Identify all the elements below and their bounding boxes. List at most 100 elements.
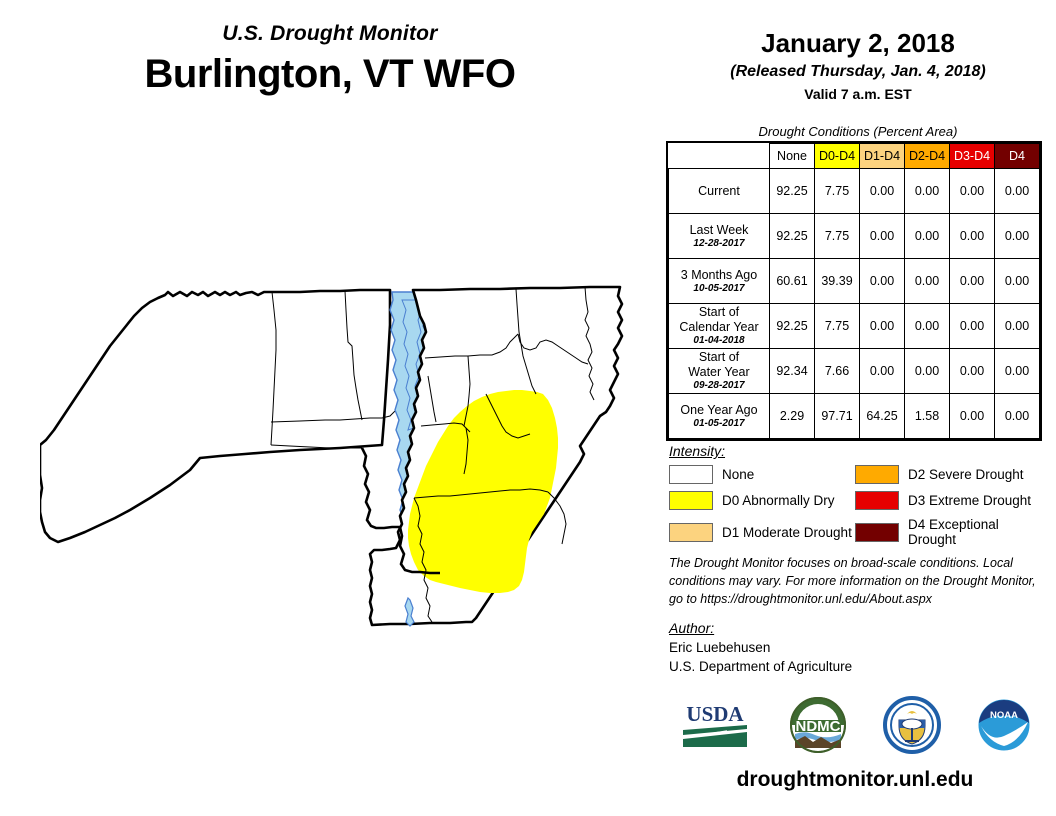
table-cell: 0.00 (949, 213, 995, 259)
legend-item-d0: D0 Abnormally Dry (669, 491, 855, 510)
usda-logo: USDA (677, 699, 753, 756)
map-svg (38, 285, 624, 627)
legend-swatch-d1 (669, 522, 713, 542)
legend-item-d2: D2 Severe Drought (855, 465, 1041, 484)
intensity-legend-grid: None D2 Severe Drought D0 Abnormally Dry D3… (669, 465, 1049, 547)
legend-swatch-none (669, 465, 713, 484)
drought-map (38, 270, 660, 650)
agency-logos: USDA NDMC (660, 695, 1050, 759)
table-row: One Year Ago 01-05-2017 2.29 97.71 64.25 1.58… (668, 393, 1040, 439)
intensity-legend-title: Intensity: (669, 443, 726, 459)
legend-swatch-d2 (855, 465, 899, 484)
table-cell: 64.25 (859, 393, 905, 439)
valid-time: Valid 7 a.m. EST (804, 86, 912, 102)
table-row: Last Week 12-28-2017 92.25 7.75 0.00 0.00 0.00… (668, 213, 1040, 259)
table-cell: 0.00 (859, 168, 905, 214)
table-row-label: Last Week 12-28-2017 (668, 213, 770, 259)
table-cell: 0.00 (904, 348, 950, 394)
legend-swatch-d0 (669, 491, 713, 510)
svg-text:NOAA: NOAA (990, 710, 1018, 721)
table-row-date: 01-04-2018 (693, 335, 745, 347)
svg-text:USDA: USDA (686, 702, 744, 726)
table-cell: 0.00 (859, 258, 905, 304)
date-block: January 2, 2018 (Released Thursday, Jan.… (660, 28, 1056, 102)
legend-label-d2: D2 Severe Drought (908, 467, 1024, 482)
table-cell: 0.00 (904, 258, 950, 304)
legend-swatch-d3 (855, 491, 899, 510)
table-cell: 0.00 (994, 213, 1040, 259)
table-cell: 0.00 (994, 348, 1040, 394)
table-row-label: Start of Calendar Year 01-04-2018 (668, 303, 770, 349)
table-cell: 0.00 (859, 303, 905, 349)
vermont-county-lines (413, 286, 595, 623)
table-cell: 7.66 (814, 348, 860, 394)
author-block: Author: Eric Luebehusen U.S. Department … (669, 620, 1044, 674)
table-cell: 1.58 (904, 393, 950, 439)
legend-label-d0: D0 Abnormally Dry (722, 493, 835, 508)
table-cell: 92.25 (769, 168, 815, 214)
intensity-legend: Intensity: None D2 Severe Drought D0 Abnor… (669, 443, 1049, 547)
table-row: Start of Water Year 09-28-2017 92.34 7.66 0.0… (668, 348, 1040, 394)
table-row-date: 12-28-2017 (693, 237, 745, 249)
table-cell: 0.00 (904, 168, 950, 214)
valid-date: January 2, 2018 (761, 28, 955, 58)
table-col-header-none: None (769, 143, 815, 169)
svg-text:NDMC: NDMC (796, 718, 841, 735)
drought-conditions-table: None D0-D4 D1-D4 D2-D4 D3-D4 D4 Current 92.25 7… (666, 141, 1042, 441)
table-body: Current 92.25 7.75 0.00 0.00 0.00 0.00 Last Wee… (668, 168, 1040, 439)
legend-swatch-d4 (855, 522, 899, 542)
author-agency: U.S. Department of Agriculture (669, 659, 853, 674)
table-cell: 0.00 (904, 213, 950, 259)
table-cell: 2.29 (769, 393, 815, 439)
legend-item-d4: D4 Exceptional Drought (855, 517, 1041, 547)
table-cell: 0.00 (949, 348, 995, 394)
disclaimer-text: The Drought Monitor focuses on broad-sca… (669, 556, 1036, 607)
noaa-logo: NOAA (975, 696, 1033, 759)
table-col-header-d3-d4: D3-D4 (949, 143, 995, 169)
table-row-label: One Year Ago 01-05-2017 (668, 393, 770, 439)
table-corner-cell (668, 143, 770, 169)
table-cell: 0.00 (859, 213, 905, 259)
table-cell: 0.00 (994, 168, 1040, 214)
commerce-seal-logo (883, 695, 941, 759)
table-header-row: None D0-D4 D1-D4 D2-D4 D3-D4 D4 (668, 143, 1040, 169)
table-row-date: 10-05-2017 (693, 282, 745, 294)
table-cell: 0.00 (859, 348, 905, 394)
table-row: 3 Months Ago 10-05-2017 60.61 39.39 0.00 0.00… (668, 258, 1040, 304)
legend-label-d3: D3 Extreme Drought (908, 493, 1032, 508)
page-title: Burlington, VT WFO (144, 52, 516, 96)
release-date: (Released Thursday, Jan. 4, 2018) (730, 63, 986, 80)
legend-label-d4: D4 Exceptional Drought (908, 517, 999, 547)
table-cell: 0.00 (949, 168, 995, 214)
table-cell: 97.71 (814, 393, 860, 439)
legend-item-d1: D1 Moderate Drought (669, 517, 855, 547)
ndmc-logo: NDMC (787, 696, 849, 759)
author-title: Author: (669, 620, 715, 636)
author-name: Eric Luebehusen (669, 640, 771, 655)
table-col-header-d4: D4 (994, 143, 1040, 169)
table-col-header-d1-d4: D1-D4 (859, 143, 905, 169)
table-cell: 92.34 (769, 348, 815, 394)
table-cell: 7.75 (814, 168, 860, 214)
legend-label-d1: D1 Moderate Drought (722, 524, 852, 540)
table-row-label: 3 Months Ago 10-05-2017 (668, 258, 770, 304)
table-row: Start of Calendar Year 01-04-2018 92.25 7.75… (668, 303, 1040, 349)
legend-item-d3: D3 Extreme Drought (855, 491, 1041, 510)
table-row-date: 09-28-2017 (693, 380, 745, 392)
table-row-label: Start of Water Year 09-28-2017 (668, 348, 770, 394)
table-cell: 0.00 (949, 393, 995, 439)
table-cell: 92.25 (769, 213, 815, 259)
d0-drought-region (408, 390, 558, 593)
table-cell: 0.00 (949, 258, 995, 304)
table-cell: 0.00 (904, 303, 950, 349)
table-cell: 7.75 (814, 303, 860, 349)
table-row: Current 92.25 7.75 0.00 0.00 0.00 0.00 (668, 168, 1040, 214)
table-cell: 7.75 (814, 213, 860, 259)
page-title-block: U.S. Drought Monitor Burlington, VT WFO (0, 22, 660, 97)
water-features-south (404, 596, 415, 627)
table-cell: 0.00 (994, 393, 1040, 439)
table-cell: 0.00 (994, 303, 1040, 349)
table-row-label: Current (668, 168, 770, 214)
table-caption: Drought Conditions (Percent Area) (758, 124, 958, 139)
site-url: droughtmonitor.unl.edu (736, 768, 974, 791)
